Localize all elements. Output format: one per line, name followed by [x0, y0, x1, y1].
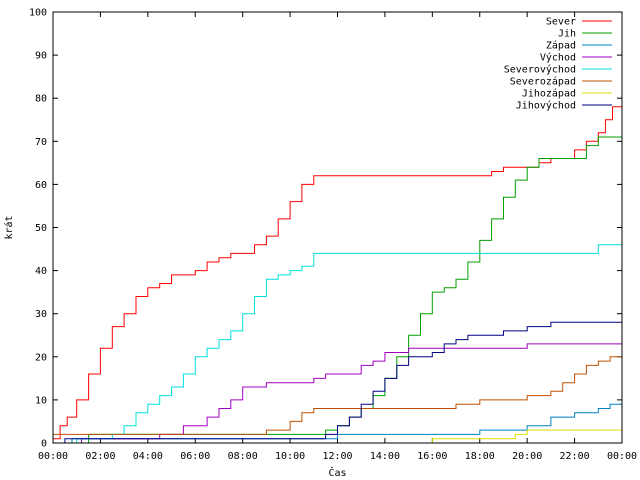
y-tick-label: 60	[35, 180, 47, 191]
axis-ticks: 00:00 02:00 04:00 06:00 08:00 10:00 12:00 14:00…	[29, 8, 637, 463]
plot-frame	[52, 11, 623, 444]
series-line-východ	[53, 343, 622, 444]
x-tick-label: 12:00	[322, 451, 352, 462]
x-tick-label: 04:00	[133, 451, 163, 462]
y-tick-label: 100	[29, 8, 47, 19]
series-lines	[53, 106, 623, 444]
x-tick-label: 16:00	[417, 451, 447, 462]
x-tick-label: 10:00	[275, 451, 305, 462]
y-tick-label: 40	[35, 266, 47, 277]
x-tick-label: 00:00	[38, 451, 68, 462]
series-line-jihovýchod	[53, 313, 623, 444]
legend-label: Severozápad	[510, 76, 576, 88]
x-tick-label: 08:00	[228, 451, 258, 462]
legend-label: Jih	[558, 29, 576, 40]
x-tick-label: 00:00	[607, 451, 637, 462]
y-tick-label: 70	[35, 137, 47, 148]
legend-label: Jihozápad	[522, 88, 576, 100]
x-tick-label: 22:00	[560, 451, 590, 462]
x-tick-label: 14:00	[370, 451, 400, 462]
series-line-severozápad	[53, 352, 623, 435]
y-tick-label: 30	[35, 309, 47, 320]
legend: SeverJihZápadVýchodSeverovýchodSeverozáp…	[504, 17, 612, 112]
y-axis-label: krát	[3, 215, 15, 239]
legend-label: Sever	[546, 17, 576, 28]
legend-label: Severovýchod	[504, 64, 576, 76]
y-tick-label: 10	[35, 395, 47, 406]
y-tick-label: 50	[35, 223, 47, 234]
legend-label: Jihovýchod	[516, 100, 576, 112]
x-axis-label: Čas	[328, 466, 346, 479]
y-tick-label: 0	[41, 439, 47, 450]
legend-label: Západ	[546, 40, 576, 52]
x-tick-label: 18:00	[465, 451, 495, 462]
y-tick-label: 90	[35, 51, 47, 62]
y-tick-label: 80	[35, 94, 47, 105]
x-tick-label: 06:00	[180, 451, 210, 462]
series-line-severovýchod	[53, 240, 623, 444]
x-tick-label: 20:00	[512, 451, 542, 462]
y-tick-label: 20	[35, 352, 47, 363]
x-tick-label: 02:00	[85, 451, 115, 462]
legend-label: Východ	[540, 52, 576, 64]
series-line-sever	[53, 106, 622, 440]
